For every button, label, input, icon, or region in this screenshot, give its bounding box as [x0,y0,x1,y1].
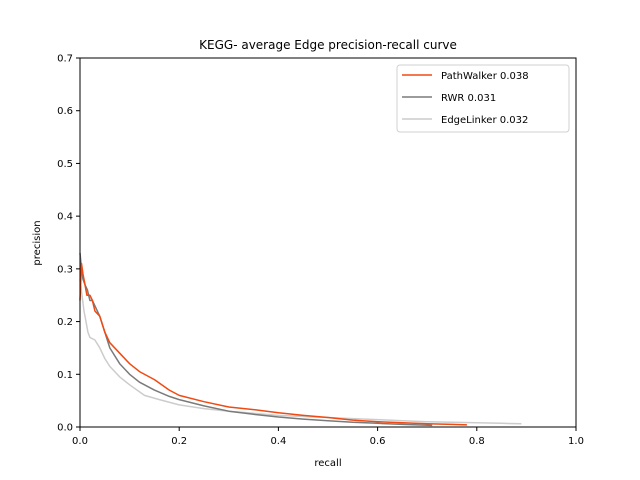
x-tick-label: 0.0 [72,436,88,447]
legend-label-3: EdgeLinker 0.032 [441,115,528,126]
series-layer [79,252,522,427]
legend-box [396,64,570,133]
legend: PathWalker 0.038 RWR 0.031 EdgeLinker 0.03… [396,64,570,133]
y-tick-label: 0.1 [57,370,73,381]
x-axis-label: recall [314,458,341,469]
series-line-3 [79,279,522,425]
y-axis-ticks: 0.0 0.1 0.2 0.3 0.4 0.5 0.6 0.7 [57,54,80,434]
y-tick-label: 0.7 [57,54,73,65]
chart-title: KEGG- average Edge precision-recall curv… [199,38,457,52]
x-tick-label: 0.2 [171,436,187,447]
y-tick-label: 0.2 [57,317,73,328]
x-tick-label: 0.4 [270,436,286,447]
series-line-2 [79,252,433,427]
x-tick-label: 0.8 [469,436,485,447]
plot-frame [79,57,577,428]
y-tick-label: 0.0 [57,423,73,434]
series-line-1 [79,262,467,426]
y-axis-label: precision [32,220,43,265]
x-tick-label: 0.6 [370,436,386,447]
y-tick-label: 0.4 [57,212,73,223]
legend-label-1: PathWalker 0.038 [441,71,529,82]
legend-label-2: RWR 0.031 [441,93,496,104]
x-tick-label: 1.0 [568,436,584,447]
x-axis-ticks: 0.0 0.2 0.4 0.6 0.8 1.0 [72,427,584,447]
y-tick-label: 0.6 [57,106,73,117]
y-tick-label: 0.5 [57,159,73,170]
y-tick-label: 0.3 [57,264,73,275]
